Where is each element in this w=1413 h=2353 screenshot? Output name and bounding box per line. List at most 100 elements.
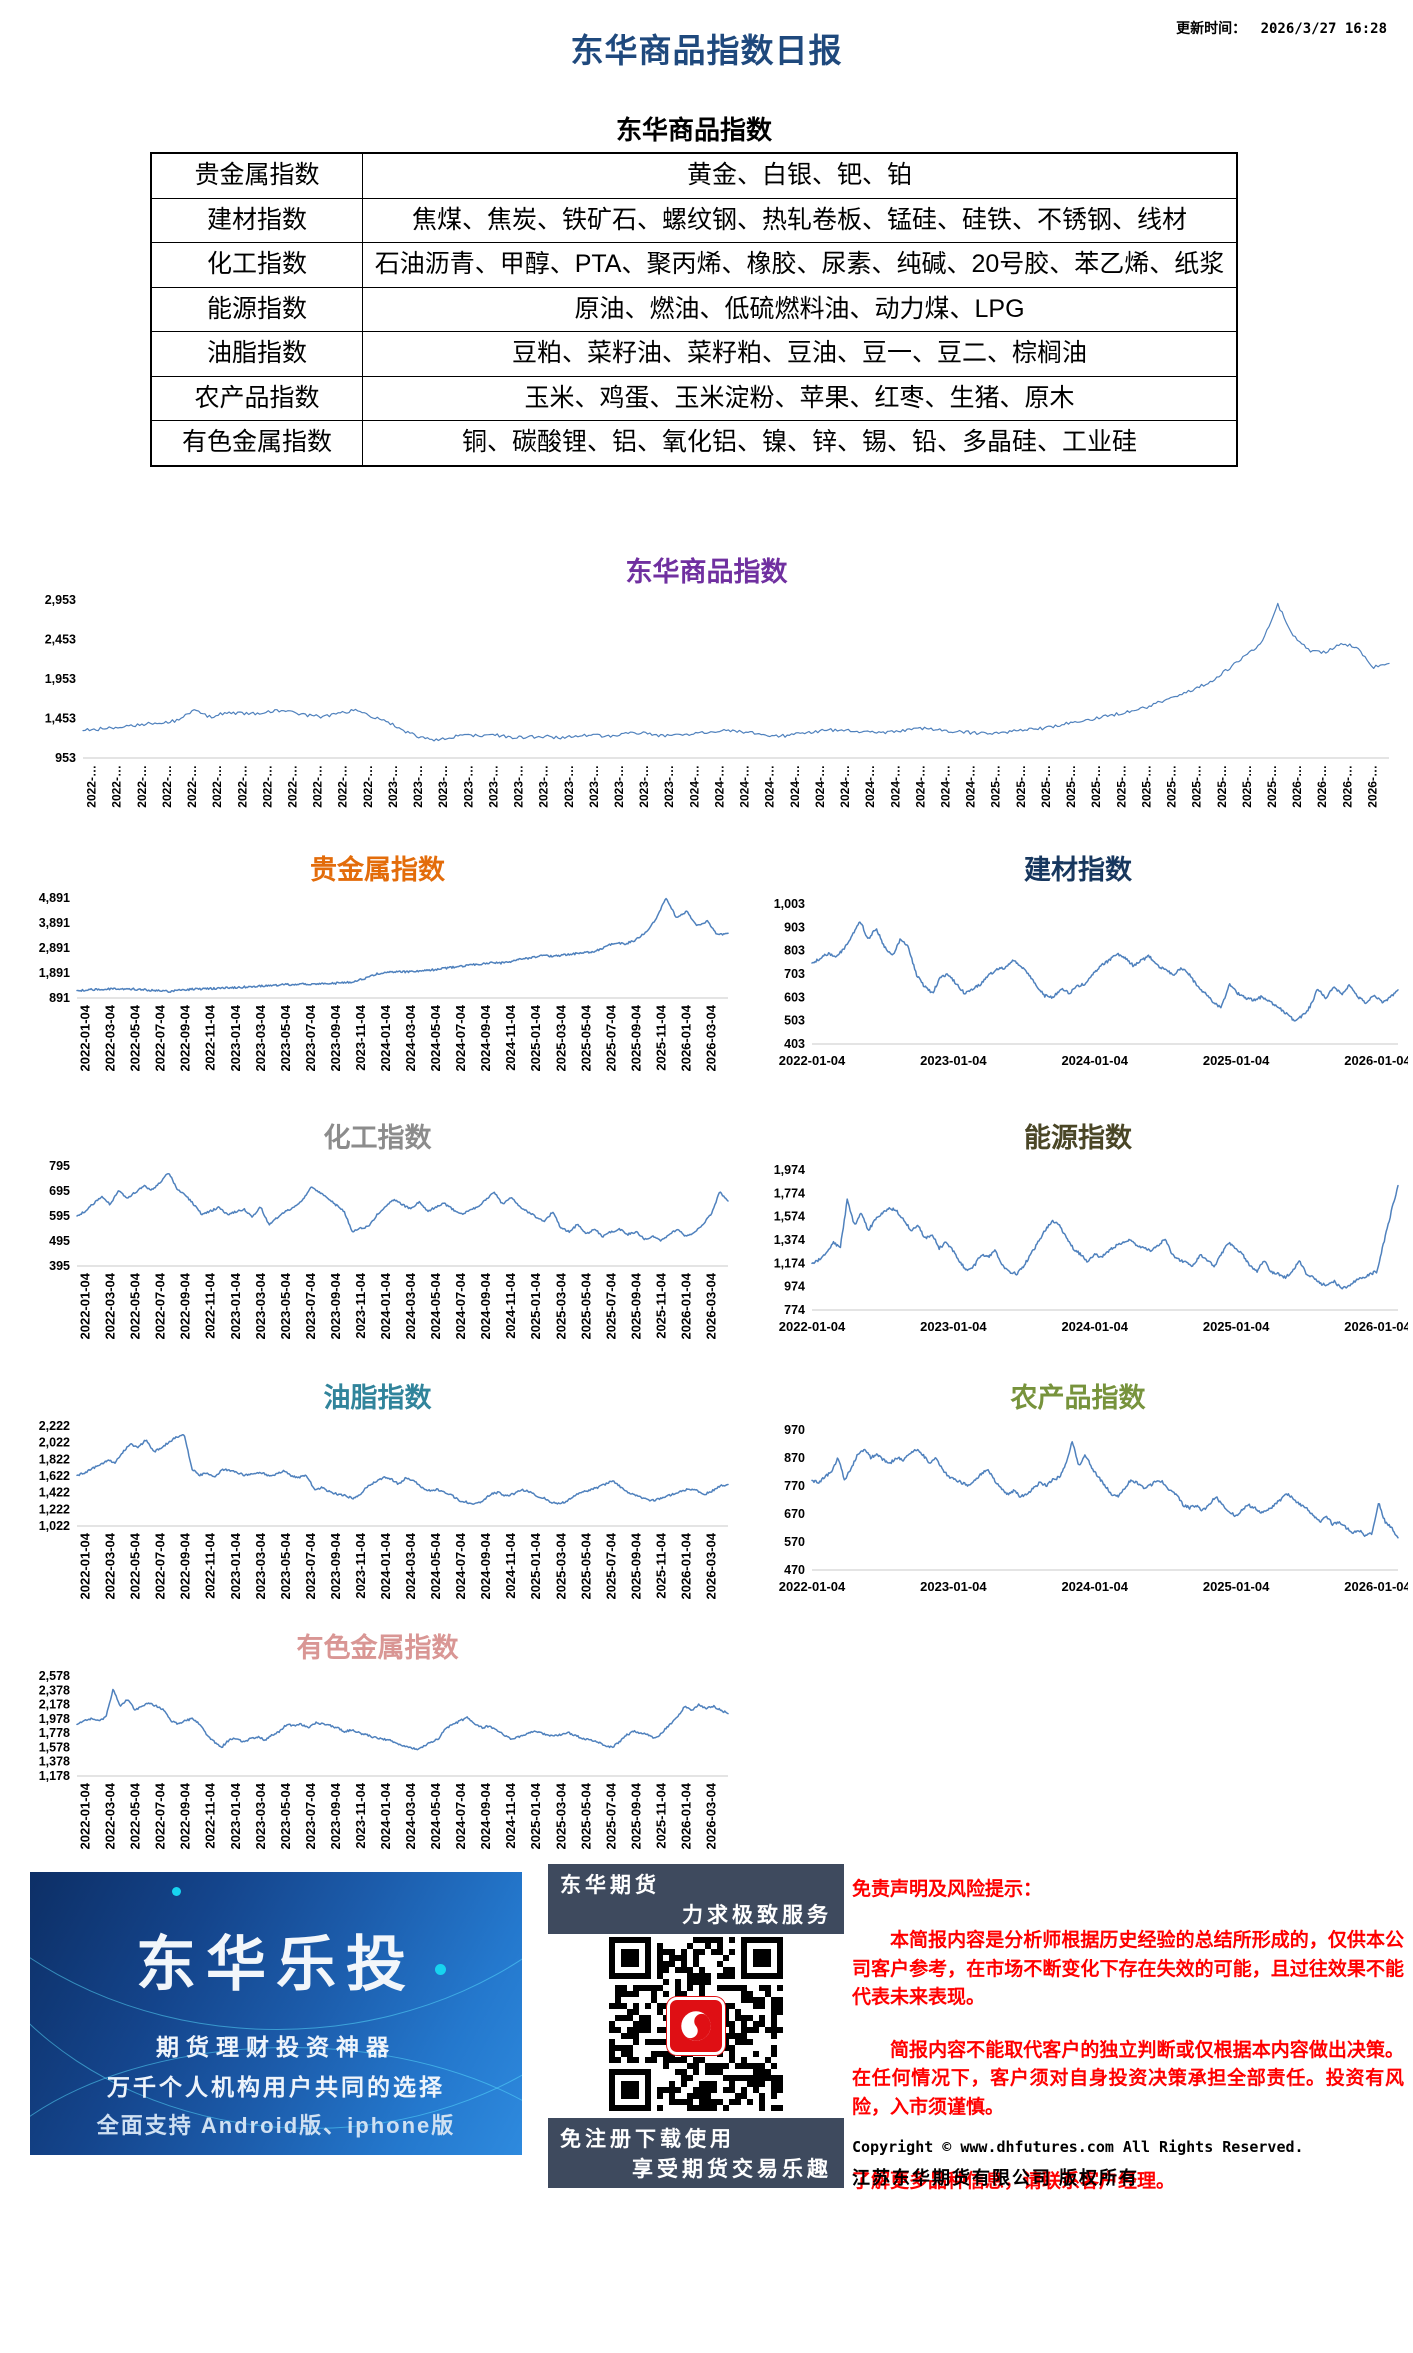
precious-metals-chart-title: 贵金属指数 (310, 855, 445, 885)
svg-text:795: 795 (49, 1159, 70, 1173)
svg-text:2024-03-04: 2024-03-04 (403, 1532, 418, 1599)
svg-text:2024-05-04: 2024-05-04 (428, 1532, 443, 1599)
svg-text:2026-01-04: 2026-01-04 (678, 1272, 693, 1339)
building-materials-chart-title: 建材指数 (1024, 855, 1132, 885)
svg-text:2024-…: 2024-… (763, 765, 777, 808)
svg-text:2022-07-04: 2022-07-04 (153, 1004, 168, 1071)
svg-text:2024-…: 2024-… (863, 765, 877, 808)
svg-text:2,578: 2,578 (39, 1669, 70, 1683)
svg-text:2026-…: 2026-… (1365, 765, 1379, 808)
svg-text:2024-…: 2024-… (712, 765, 726, 808)
svg-text:974: 974 (784, 1280, 805, 1294)
svg-text:2026-…: 2026-… (1315, 765, 1329, 808)
svg-text:2026-01-04: 2026-01-04 (1344, 1579, 1408, 1594)
agricultural-chart: 470 570 670 770 870 970 2022-01-04 2023-01-04 20… (748, 1422, 1408, 1600)
precious-metals-chart: 891 1,891 2,891 3,891 4,891 2022-01-04 2022-03… (15, 890, 740, 1090)
svg-text:2,891: 2,891 (39, 941, 70, 955)
svg-text:2024-03-04: 2024-03-04 (403, 1272, 418, 1339)
svg-text:2025-01-04: 2025-01-04 (528, 1272, 543, 1339)
svg-text:1,222: 1,222 (39, 1502, 70, 1516)
qr-footer-line1: 免注册下载使用 (560, 2128, 735, 2151)
row-items: 石油沥青、甲醇、PTA、聚丙烯、橡胶、尿素、纯碱、20号胶、苯乙烯、纸浆 (362, 242, 1238, 288)
svg-text:2023-…: 2023-… (562, 765, 576, 808)
svg-text:2022-05-04: 2022-05-04 (128, 1004, 143, 1071)
svg-text:2025-…: 2025-… (989, 765, 1003, 808)
table-row: 能源指数 原油、燃油、低硫燃料油、动力煤、LPG (150, 286, 1238, 332)
svg-text:891: 891 (49, 991, 70, 1005)
svg-text:2023-05-04: 2023-05-04 (278, 1004, 293, 1071)
svg-text:774: 774 (784, 1303, 805, 1317)
oils-fats-chart: 1,022 1,222 1,422 1,622 1,822 2,022 2,222 2022-… (15, 1418, 740, 1618)
svg-text:2024-09-04: 2024-09-04 (478, 1532, 493, 1599)
svg-text:2025-03-04: 2025-03-04 (553, 1782, 568, 1849)
svg-text:2026-01-04: 2026-01-04 (678, 1532, 693, 1599)
svg-text:2023-05-04: 2023-05-04 (278, 1272, 293, 1339)
svg-text:1,378: 1,378 (39, 1755, 70, 1769)
svg-text:2,022: 2,022 (39, 1436, 70, 1450)
svg-text:2025-11-04: 2025-11-04 (653, 1782, 668, 1849)
svg-text:2025-01-04: 2025-01-04 (528, 1004, 543, 1071)
svg-text:903: 903 (784, 920, 805, 934)
svg-text:2022-…: 2022-… (160, 765, 174, 808)
svg-text:2,953: 2,953 (45, 593, 76, 607)
svg-text:2024-01-04: 2024-01-04 (378, 1272, 393, 1339)
svg-text:1,422: 1,422 (39, 1486, 70, 1500)
qr-code-area (548, 1934, 844, 2118)
svg-text:2024-01-04: 2024-01-04 (1061, 1319, 1128, 1334)
svg-text:2022-01-04: 2022-01-04 (779, 1053, 846, 1068)
svg-text:2025-11-04: 2025-11-04 (653, 1532, 668, 1599)
svg-text:2022-…: 2022-… (235, 765, 249, 808)
svg-text:2025-…: 2025-… (1139, 765, 1153, 808)
svg-text:2025-09-04: 2025-09-04 (628, 1782, 643, 1849)
disclaimer-section: 免责声明及风险提示： 本简报内容是分析师根据历史经验的总结所形成的，仅供本公司客… (852, 1874, 1404, 2212)
svg-text:2023-01-04: 2023-01-04 (228, 1782, 243, 1849)
svg-text:2024-05-04: 2024-05-04 (428, 1004, 443, 1071)
svg-text:2022-…: 2022-… (260, 765, 274, 808)
svg-text:2025-11-04: 2025-11-04 (653, 1004, 668, 1071)
svg-text:2025-09-04: 2025-09-04 (628, 1532, 643, 1599)
svg-text:2025-01-04: 2025-01-04 (1203, 1053, 1270, 1068)
svg-text:2024-11-04: 2024-11-04 (503, 1782, 518, 1849)
svg-text:2025-07-04: 2025-07-04 (603, 1004, 618, 1071)
svg-text:2025-09-04: 2025-09-04 (628, 1272, 643, 1339)
row-items: 原油、燃油、低硫燃料油、动力煤、LPG (362, 286, 1238, 332)
svg-text:2022-07-04: 2022-07-04 (153, 1272, 168, 1339)
svg-text:2024-01-04: 2024-01-04 (1061, 1053, 1128, 1068)
svg-text:803: 803 (784, 944, 805, 958)
svg-text:2023-03-04: 2023-03-04 (253, 1004, 268, 1071)
svg-text:2023-05-04: 2023-05-04 (278, 1532, 293, 1599)
svg-text:1,978: 1,978 (39, 1712, 70, 1726)
svg-text:2024-03-04: 2024-03-04 (403, 1004, 418, 1071)
chemical-chart-title: 化工指数 (323, 1123, 432, 1153)
svg-text:2023-01-04: 2023-01-04 (920, 1053, 987, 1068)
svg-text:2022-09-04: 2022-09-04 (178, 1782, 193, 1849)
svg-text:2022-03-04: 2022-03-04 (103, 1272, 118, 1339)
svg-text:2026-03-04: 2026-03-04 (704, 1782, 719, 1849)
svg-text:2022-…: 2022-… (286, 765, 300, 808)
disclaimer-more-info: 了解更多品种信息，请联系客户经理。 (852, 2171, 1176, 2192)
svg-text:2026-01-04: 2026-01-04 (678, 1782, 693, 1849)
svg-text:2025-…: 2025-… (1114, 765, 1128, 808)
svg-text:2024-09-04: 2024-09-04 (478, 1272, 493, 1339)
svg-text:2,178: 2,178 (39, 1698, 70, 1712)
svg-text:2024-…: 2024-… (888, 765, 902, 808)
svg-text:670: 670 (784, 1507, 805, 1521)
company-logo-icon (681, 2011, 711, 2041)
svg-text:2024-11-04: 2024-11-04 (503, 1532, 518, 1599)
svg-text:2023-…: 2023-… (662, 765, 676, 808)
svg-text:2024-01-04: 2024-01-04 (378, 1782, 393, 1849)
disclaimer-paragraph: 本简报内容是分析师根据历史经验的总结所形成的，仅供本公司客户参考，在市场不断变化… (852, 1930, 1404, 2008)
table-row: 有色金属指数 铜、碳酸锂、铝、氧化铝、镍、锌、锡、铅、多晶硅、工业硅 (150, 420, 1238, 466)
svg-text:2026-…: 2026-… (1340, 765, 1354, 808)
row-category: 贵金属指数 (150, 152, 363, 199)
copyright-line-en: Copyright © www.dhfutures.com All Rights… (852, 2138, 1304, 2156)
qr-card-header: 东华期货 力求极致服务 (548, 1864, 844, 1934)
copyright-section: Copyright © www.dhfutures.com All Rights… (852, 2138, 1304, 2190)
svg-text:2024-09-04: 2024-09-04 (478, 1782, 493, 1849)
composite-chart-title: 东华商品指数 (625, 557, 788, 587)
svg-text:2025-07-04: 2025-07-04 (603, 1782, 618, 1849)
svg-text:2022-11-04: 2022-11-04 (203, 1782, 218, 1849)
svg-text:403: 403 (784, 1037, 805, 1051)
svg-text:4,891: 4,891 (39, 891, 70, 905)
svg-text:2022-…: 2022-… (311, 765, 325, 808)
